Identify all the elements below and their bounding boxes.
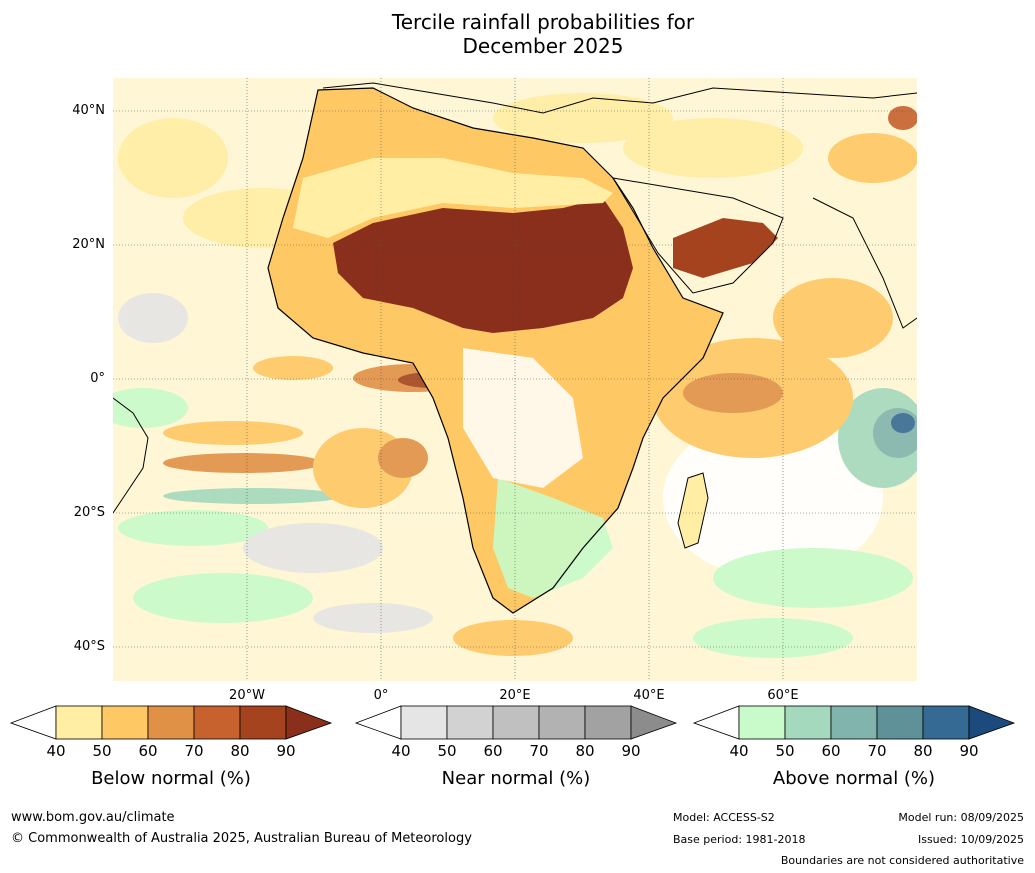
central-africa-white [463,348,583,488]
graticule [113,78,917,681]
colorbar-tick-label: 90 [276,742,296,760]
sahel-high-below [333,198,633,333]
colorbar-high-extend [968,705,1015,740]
ocean-patterns [113,93,917,658]
lat-label-20n: 20°N [72,237,105,252]
footer-website: www.bom.gov.au/climate [11,810,175,825]
colorbar-segment [876,705,924,740]
colorbar-below [10,705,332,740]
colorbar-tick-label: 50 [437,742,457,760]
title-line-2: December 2025 [462,34,624,58]
footer-model: Model: ACCESS-S2 [673,811,775,824]
colorbar-segment [239,705,287,740]
footer-copyright: © Commonwealth of Australia 2025, Austra… [11,831,472,846]
colorbar-above-title: Above normal (%) [772,768,936,789]
colorbar-below-title: Below normal (%) [91,768,251,789]
colorbar-low-extend [355,705,402,740]
lat-label-20s: 20°S [73,505,105,520]
colorbar-segment [101,705,149,740]
colorbar-tick-label: 80 [575,742,595,760]
europe-coast [322,82,917,114]
lat-label-40n: 40°N [72,103,105,118]
sahara-mid [293,158,613,238]
arabia-coast [612,177,784,294]
footer-issued: Issued: 10/09/2025 [917,833,1024,846]
south-america-coast [113,397,149,514]
colorbar-low-extend [693,705,740,740]
colorbar-tick-label: 70 [184,742,204,760]
colorbar-segment [492,705,540,740]
madagascar [677,472,709,549]
footer-model-run: Model run: 08/09/2025 [898,811,1024,824]
colorbar-segment [400,705,448,740]
colorbar-near-title: Near normal (%) [441,768,591,789]
title-line-1: Tercile rainfall probabilities for [391,10,695,34]
colorbar-segment [193,705,241,740]
india-coast [812,197,917,329]
colorbar-tick-label: 40 [391,742,411,760]
colorbar-tick-label: 80 [913,742,933,760]
colorbar-segment [55,705,103,740]
colorbar-segment [446,705,494,740]
colorbar-above [693,705,1015,740]
colorbar-tick-label: 50 [775,742,795,760]
lon-label-0: 0° [373,688,389,703]
lat-label-0: 0° [90,371,105,386]
map-title: Tercile rainfall probabilities for Decem… [0,10,1035,58]
lat-label-40s: 40°S [73,639,105,654]
colorbar-tick-label: 70 [529,742,549,760]
colorbar-tick-label: 40 [46,742,66,760]
colorbar-segment [538,705,586,740]
colorbar-tick-label: 60 [138,742,158,760]
colorbar-tick-label: 40 [729,742,749,760]
colorbar-high-extend [285,705,332,740]
colorbar-segment [922,705,970,740]
coastline [267,87,724,614]
colorbar-tick-label: 80 [230,742,250,760]
colorbar-tick-label: 60 [483,742,503,760]
lon-label-20e: 20°E [499,688,531,703]
colorbar-tick-label: 90 [621,742,641,760]
colorbar-tick-label: 90 [959,742,979,760]
probability-map [113,78,917,681]
colorbar-segment [830,705,878,740]
colorbar-high-extend [630,705,677,740]
colorbar-tick-label: 60 [821,742,841,760]
colorbar-near [355,705,677,740]
lon-label-60e: 60°E [767,688,799,703]
colorbar-segment [147,705,195,740]
footer-base-period: Base period: 1981-2018 [673,833,806,846]
colorbar-low-extend [10,705,57,740]
south-africa-green [493,478,613,598]
colorbar-segment [584,705,632,740]
lon-label-40e: 40°E [633,688,665,703]
colorbar-segment [784,705,832,740]
footer-boundaries: Boundaries are not considered authoritat… [780,854,1024,867]
colorbar-segment [738,705,786,740]
lon-label-20w: 20°W [229,688,265,703]
colorbar-tick-label: 50 [92,742,112,760]
colorbar-tick-label: 70 [867,742,887,760]
arabia-high-below [673,218,778,278]
